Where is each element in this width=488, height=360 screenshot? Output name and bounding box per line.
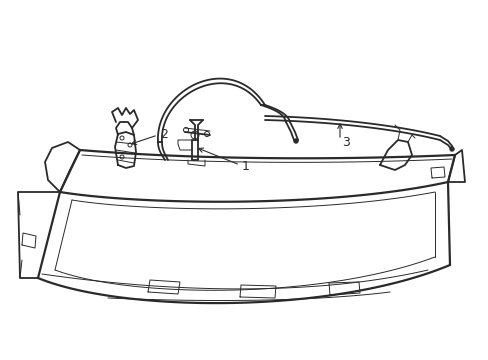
Text: 1: 1 xyxy=(242,159,249,172)
Circle shape xyxy=(449,147,453,151)
Circle shape xyxy=(293,139,297,143)
Text: 2: 2 xyxy=(160,127,167,140)
Text: 3: 3 xyxy=(341,135,349,149)
